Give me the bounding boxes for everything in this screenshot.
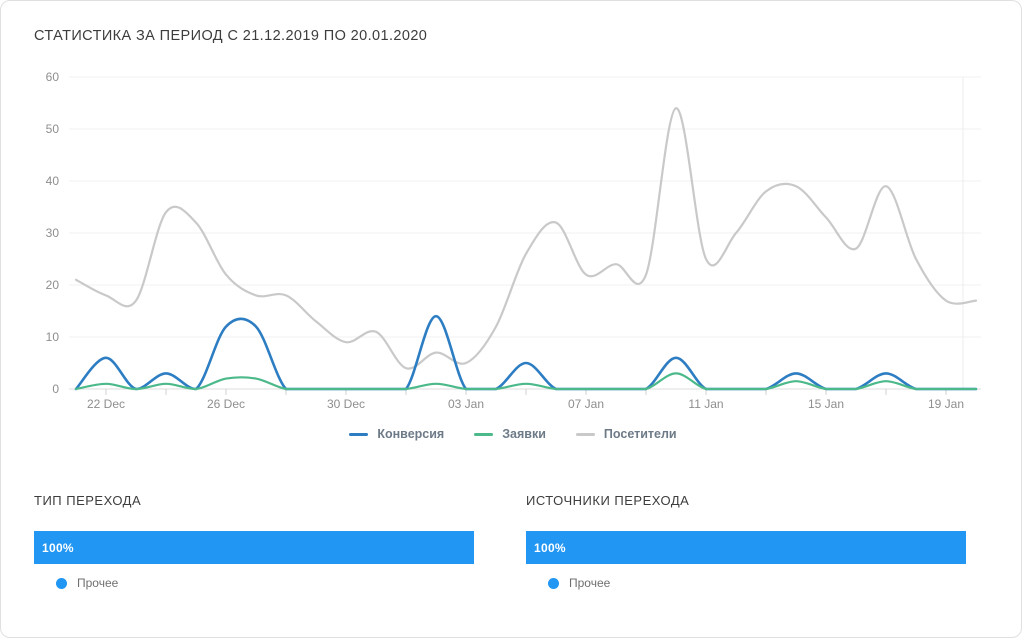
percentage-bar-track: 100% (526, 531, 966, 564)
percentage-bar: 100% (34, 531, 474, 564)
legend-label: Прочее (77, 576, 119, 590)
legend-item-label: Заявки (502, 427, 546, 441)
x-axis-label: 30 Dec (327, 397, 365, 411)
y-axis-label: 0 (52, 382, 59, 396)
section-legend-item[interactable]: Прочее (34, 576, 474, 590)
section-transition-sources: ИСТОЧНИКИ ПЕРЕХОДА 100% Прочее (526, 493, 966, 590)
legend-item-requests[interactable]: Заявки (474, 427, 546, 441)
x-axis-label: 11 Jan (688, 397, 723, 411)
y-axis-label: 60 (46, 70, 60, 84)
legend-line-icon (575, 432, 595, 436)
chart-legend: Конверсия Заявки Посетители (1, 427, 1024, 441)
section-title: ТИП ПЕРЕХОДА (34, 493, 142, 508)
legend-item-conversion[interactable]: Конверсия (349, 427, 444, 441)
series-line-conversion (74, 314, 978, 391)
y-axis-label: 10 (46, 330, 60, 344)
section-legend-item[interactable]: Прочее (526, 576, 966, 590)
x-axis-label: 03 Jan (448, 397, 484, 411)
y-axis-label: 20 (46, 278, 60, 292)
y-axis-label: 40 (46, 174, 60, 188)
legend-item-visitors[interactable]: Посетители (575, 427, 677, 441)
legend-dot-icon (56, 577, 67, 589)
legend-item-label: Посетители (603, 427, 677, 441)
x-axis-label: 07 Jan (568, 397, 604, 411)
y-axis-label: 30 (46, 226, 60, 240)
page-title: СТАТИСТИКА ЗА ПЕРИОД С 21.12.2019 ПО 20.… (34, 28, 428, 44)
x-axis-label: 22 Dec (87, 397, 125, 411)
percentage-bar: 100% (526, 531, 966, 564)
legend-label: Прочее (569, 576, 611, 590)
series-line-requests (74, 372, 978, 391)
x-axis-label: 26 Dec (207, 397, 245, 411)
legend-line-icon (474, 432, 494, 436)
section-title: ИСТОЧНИКИ ПЕРЕХОДА (526, 493, 690, 508)
series-line-visitors (74, 107, 978, 370)
section-transition-type: ТИП ПЕРЕХОДА 100% Прочее (34, 493, 474, 590)
legend-item-label: Конверсия (377, 427, 445, 441)
y-axis-label: 50 (46, 122, 60, 136)
line-chart-svg: 0 10 20 30 40 50 60 22 Dec 26 Dec 30 Dec 03 Jan 07 … (46, 70, 981, 411)
percentage-bar-track: 100% (34, 531, 474, 564)
bar-value-label: 100% (42, 540, 74, 555)
x-axis-label: 15 Jan (808, 397, 844, 411)
x-axis-label: 19 Jan (928, 397, 964, 411)
legend-line-icon (349, 432, 369, 436)
traffic-line-chart: 0 10 20 30 40 50 60 22 Dec 26 Dec 30 Dec 03 Jan 07 … (1, 56, 1024, 421)
legend-dot-icon (548, 577, 559, 589)
bar-value-label: 100% (534, 540, 566, 555)
